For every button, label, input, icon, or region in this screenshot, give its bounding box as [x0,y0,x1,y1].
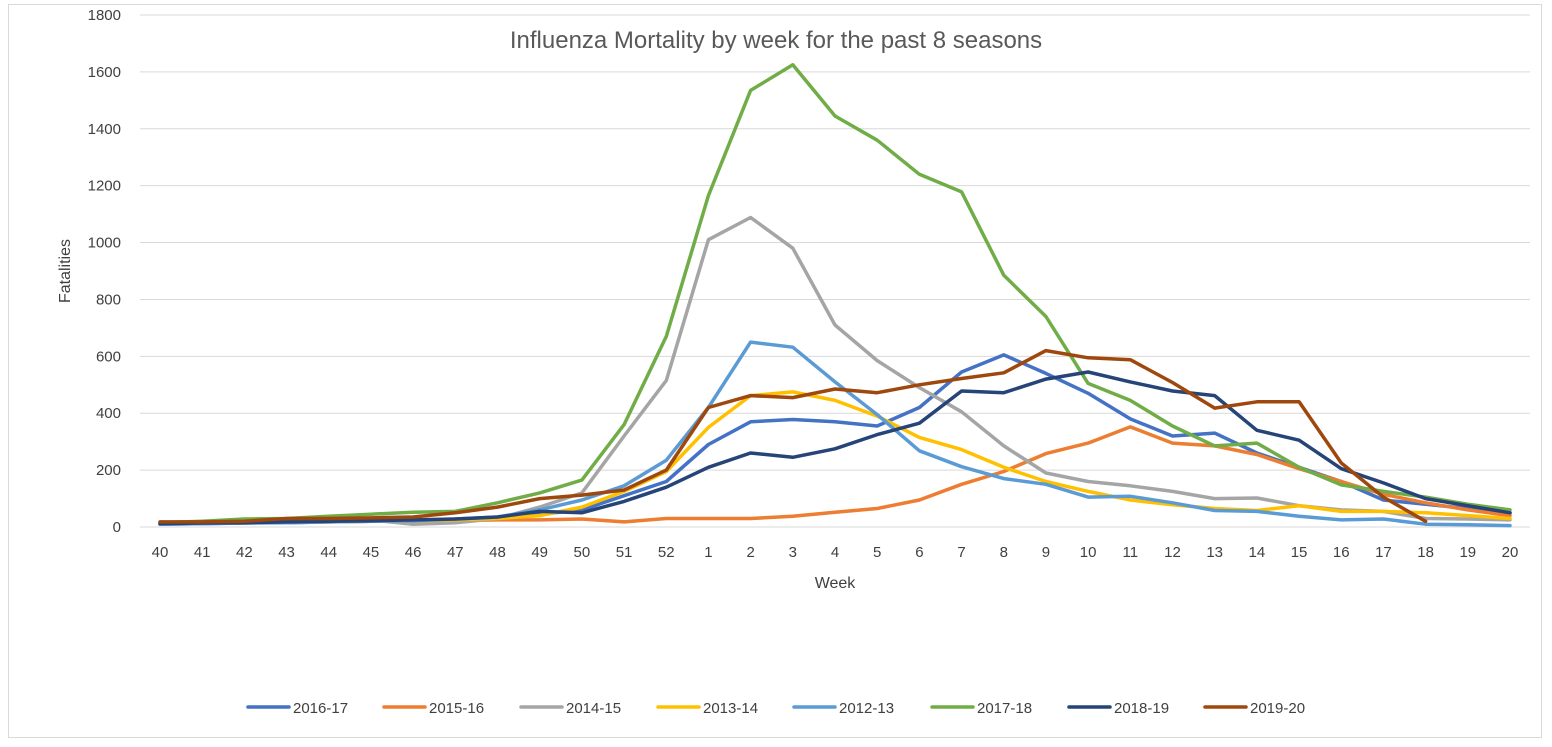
x-tick-label: 44 [320,544,337,561]
x-tick-label: 43 [278,544,295,561]
y-tick-label: 1400 [88,121,121,138]
x-tick-label: 46 [405,544,422,561]
series-line-2019-20 [158,348,1428,524]
series-line-2015-16 [158,425,1512,526]
x-tick-label: 1 [704,544,712,561]
x-tick-label: 8 [1000,544,1008,561]
x-tick-label: 40 [152,544,169,561]
x-tick-label: 6 [915,544,923,561]
legend-label: 2014-15 [566,700,621,717]
x-tick-label: 9 [1042,544,1050,561]
x-tick-label: 50 [574,544,591,561]
x-tick-label: 3 [789,544,797,561]
x-axis-ticks: 40 41 42 43 44 45 46 47 48 49 50 51 52 1 2 3 4 5 6 7 8 9 10 11 1… [152,544,1519,561]
y-tick-label: 1600 [88,64,121,81]
x-tick-label: 15 [1291,544,1308,561]
series-line-2012-13 [158,340,1512,528]
series-lines [158,63,1512,528]
x-tick-label: 41 [194,544,211,561]
series-line-2018-19 [158,370,1512,526]
x-axis-title: Week [815,575,857,592]
legend-label: 2017-18 [977,700,1032,717]
legend-label: 2012-13 [839,700,894,717]
legend-label: 2013-14 [703,700,758,717]
legend-label: 2019-20 [1250,700,1305,717]
y-tick-label: 1000 [88,235,121,252]
series-line-2014-15 [158,215,1512,526]
x-tick-label: 51 [616,544,633,561]
x-tick-label: 5 [873,544,881,561]
x-tick-label: 17 [1375,544,1392,561]
x-tick-label: 16 [1333,544,1350,561]
x-tick-label: 18 [1417,544,1434,561]
gridlines [140,14,1530,528]
legend: 2016-17 2015-16 2014-15 2013-14 2012-13 2017-… [246,700,1305,717]
x-tick-label: 49 [531,544,548,561]
x-tick-label: 20 [1502,544,1519,561]
chart-frame [8,4,1542,738]
legend-label: 2018-19 [1114,700,1169,717]
x-tick-label: 10 [1080,544,1097,561]
y-tick-label: 0 [113,519,121,536]
y-tick-label: 400 [96,405,121,422]
x-tick-label: 11 [1123,544,1139,561]
y-tick-label: 600 [96,348,121,365]
x-tick-label: 7 [957,544,965,561]
x-tick-label: 12 [1164,544,1181,561]
y-tick-label: 1800 [88,7,121,24]
x-tick-label: 42 [236,544,253,561]
legend-label: 2016-17 [293,700,348,717]
x-tick-label: 4 [831,544,839,561]
x-tick-label: 48 [489,544,506,561]
legend-label: 2015-16 [429,700,484,717]
x-tick-label: 45 [363,544,380,561]
x-tick-label: 2 [746,544,754,561]
y-axis-title: Fatalities [57,239,74,303]
y-tick-label: 200 [96,462,121,479]
y-tick-label: 800 [96,291,121,308]
chart-title: Influenza Mortality by week for the past… [510,27,1042,54]
x-tick-label: 19 [1459,544,1476,561]
x-tick-label: 47 [447,544,464,561]
y-axis-ticks: 0 200 400 600 800 1000 1200 1400 1600 1800 [88,7,121,536]
x-tick-label: 13 [1206,544,1223,561]
y-tick-label: 1200 [88,178,121,195]
x-tick-label: 14 [1249,544,1266,561]
series-line-2017-18 [158,63,1512,525]
x-tick-label: 52 [658,544,675,561]
